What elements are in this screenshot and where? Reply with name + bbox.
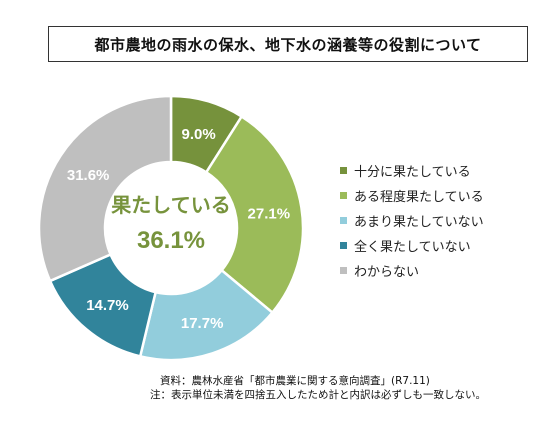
legend-label: 全く果たしていない: [354, 240, 471, 255]
legend-swatch: [340, 192, 347, 199]
legend-label: ある程度果たしている: [354, 190, 484, 205]
legend-item-4: 全く果たしていない: [340, 233, 484, 258]
legend-swatch: [340, 242, 347, 249]
legend-swatch: [340, 267, 347, 274]
center-label: 果たしている: [111, 194, 230, 217]
legend-item-1: 十分に果たしている: [340, 158, 484, 183]
center-value: 36.1%: [137, 227, 205, 254]
slice-label-4: 14.7%: [86, 297, 129, 314]
legend-label: わからない: [354, 265, 420, 280]
legend-label: 十分に果たしている: [354, 165, 471, 180]
chart-title: 都市農地の雨水の保水、地下水の涵養等の役割について: [48, 26, 528, 62]
source-note: 資料：農林水産省「都市農業に関する意向調査」(R7.11): [160, 375, 430, 387]
footnote: 資料：農林水産省「都市農業に関する意向調査」(R7.11) 注：表示単位未満を四…: [150, 374, 542, 402]
slice-label-3: 17.7%: [181, 315, 224, 332]
slice-label-1: 9.0%: [181, 126, 215, 143]
slice-label-2: 27.1%: [248, 206, 291, 223]
legend-item-3: あまり果たしていない: [340, 208, 484, 233]
legend: 十分に果たしている ある程度果たしている あまり果たしていない 全く果たしていない わか…: [340, 158, 484, 283]
legend-swatch: [340, 167, 347, 174]
legend-item-2: ある程度果たしている: [340, 183, 484, 208]
legend-item-5: わからない: [340, 258, 484, 283]
slice-2: [204, 114, 305, 315]
slice-3: [138, 268, 275, 362]
rounding-note: 注：表示単位未満を四捨五入したため計と内訳は必ずしも一致しない。: [150, 389, 486, 401]
slice-label-5: 31.6%: [67, 167, 110, 184]
legend-label: あまり果たしていない: [354, 215, 484, 230]
slice-5: [37, 94, 173, 283]
legend-swatch: [340, 217, 347, 224]
